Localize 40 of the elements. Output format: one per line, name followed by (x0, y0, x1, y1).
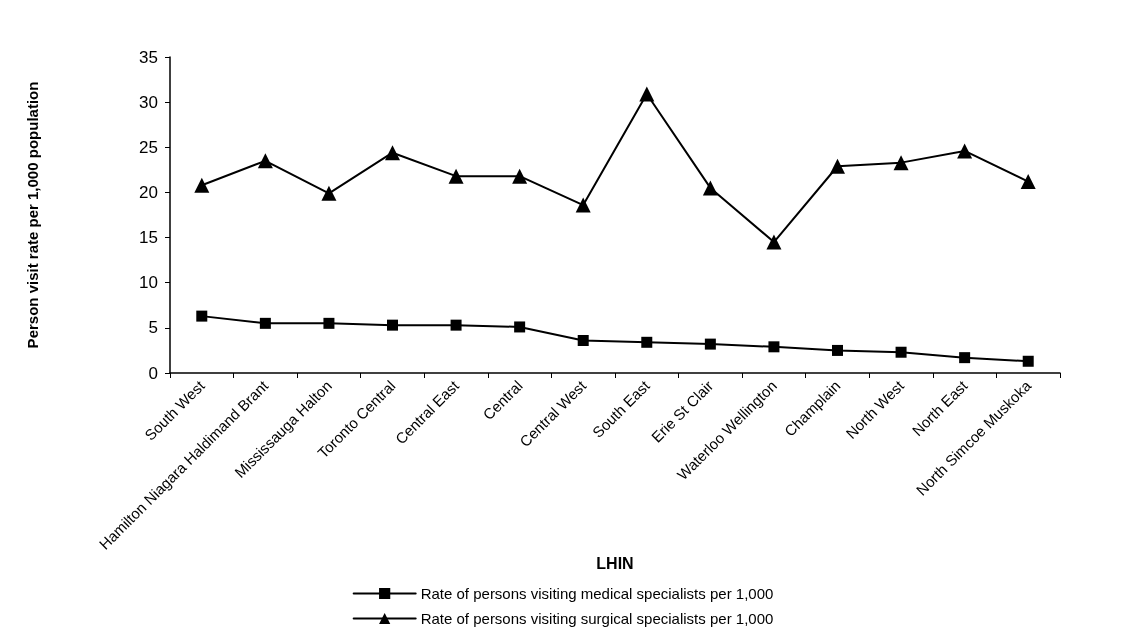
y-tick-label: 25 (139, 137, 158, 157)
point (387, 319, 398, 331)
point (323, 317, 335, 329)
point (893, 155, 909, 171)
point (194, 177, 210, 193)
point (768, 341, 780, 353)
point (704, 338, 716, 350)
y-tick-label: 20 (139, 182, 158, 202)
point (450, 319, 462, 331)
point (641, 336, 653, 348)
point (575, 197, 591, 213)
legend-label: Rate of persons visiting medical specialists per 1,000 (420, 585, 774, 602)
point (957, 143, 973, 159)
point (702, 180, 718, 196)
point (959, 352, 971, 364)
y-tick-label: 0 (148, 363, 158, 383)
y-tick-label: 5 (148, 318, 158, 338)
point (385, 145, 400, 161)
legend-label: Rate of persons visiting surgical specialists per 1,000 (420, 610, 774, 627)
point (448, 168, 464, 184)
point (257, 153, 273, 169)
y-tick-label: 15 (139, 228, 158, 248)
point (259, 317, 271, 329)
y-tick-label: 35 (139, 47, 158, 67)
x-axis-title: LHIN (596, 554, 634, 572)
y-tick-label: 10 (139, 273, 158, 293)
point (577, 335, 589, 346)
point (196, 310, 208, 322)
point (830, 158, 845, 174)
point (639, 86, 655, 102)
point (895, 346, 907, 358)
y-tick-label: 30 (139, 92, 158, 112)
point (514, 321, 526, 333)
point (321, 185, 337, 201)
point (832, 344, 843, 356)
point (1020, 174, 1036, 190)
point (512, 168, 528, 184)
point (766, 234, 782, 250)
point (1022, 355, 1034, 367)
y-axis-title: Person visit rate per 1,000 population (24, 81, 41, 349)
